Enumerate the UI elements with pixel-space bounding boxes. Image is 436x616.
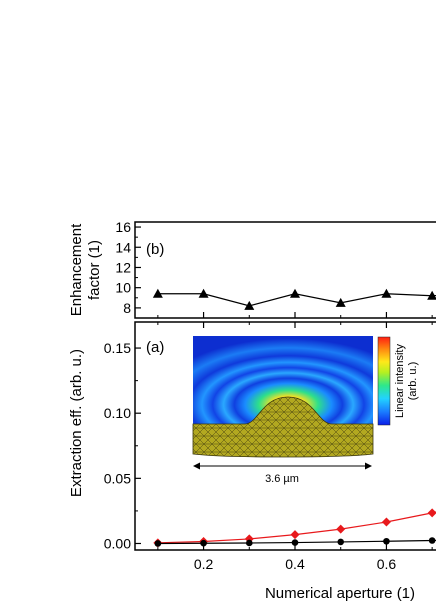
data-point-triangle xyxy=(152,288,163,298)
y-tick-label: 0.05 xyxy=(104,470,131,486)
data-point-diamond xyxy=(290,530,300,540)
scale-bar-arrow-right xyxy=(365,462,372,470)
y-tick-label: 12 xyxy=(115,259,131,275)
x-tick-label: 0.2 xyxy=(194,556,214,572)
y-tick-label: 16 xyxy=(115,219,131,235)
panel-b: 8 10 12 14 16 (b) Enhancement factor (1) xyxy=(68,219,436,319)
data-point-triangle xyxy=(427,290,436,300)
x-tick-label: 0.4 xyxy=(285,556,305,572)
x-tick-label: 0.6 xyxy=(377,556,397,572)
y-tick-label: 14 xyxy=(115,239,131,255)
series-line xyxy=(157,293,436,307)
panel-a-series xyxy=(153,508,436,548)
data-point-circle xyxy=(200,539,207,547)
series-line xyxy=(157,511,436,544)
y-tick-label: 0.15 xyxy=(104,340,131,356)
colorbar xyxy=(377,336,391,426)
panel-a-label: (a) xyxy=(146,339,164,356)
panel-b-y-tick-labels: 8 10 12 14 16 xyxy=(115,219,131,316)
data-point-diamond xyxy=(427,508,436,518)
data-point-circle xyxy=(428,537,436,544)
scale-bar-arrow-left xyxy=(193,462,200,470)
x-axis-label: Numerical aperture (1) xyxy=(265,585,415,602)
y-tick-label: 0.10 xyxy=(104,405,131,421)
colorbar-label-line2: (arb. u.) xyxy=(407,362,419,401)
data-point-diamond xyxy=(336,524,346,534)
x-tick-labels: 0.2 0.4 0.6 xyxy=(194,556,397,572)
panel-b-series xyxy=(152,288,436,310)
inset-mesa-structure xyxy=(192,396,374,458)
colorbar-label-line1: Linear intensity xyxy=(394,344,406,418)
panel-b-ylabel-line2: factor (1) xyxy=(86,240,103,300)
panel-b-ylabel-line1: Enhancement xyxy=(68,223,85,316)
data-point-circle xyxy=(154,540,162,547)
data-point-triangle xyxy=(335,297,346,307)
data-point-diamond xyxy=(381,517,391,527)
panel-a-y-ticks xyxy=(135,347,141,545)
series-line xyxy=(157,539,436,545)
data-point-circle xyxy=(245,539,253,547)
data-point-triangle xyxy=(290,288,300,298)
panel-a-ylabel: Extraction eff. (arb. u.) xyxy=(68,349,85,497)
y-tick-label: 8 xyxy=(123,300,131,316)
panel-a-y-tick-labels: 0.00 0.05 0.10 0.15 xyxy=(104,340,131,551)
data-point-triangle xyxy=(244,300,255,310)
panel-b-label: (b) xyxy=(146,241,164,258)
panel-a: 0.00 0.05 0.10 0.15 0.2 0.4 0.6 (a) Extractio… xyxy=(68,312,436,602)
y-tick-label: 0.00 xyxy=(104,535,131,551)
data-point-circle xyxy=(291,539,299,546)
data-point-circle xyxy=(383,537,390,545)
data-point-circle xyxy=(337,538,345,546)
inset-field-map: Linear intensity (arb. u.) 3.6 µm xyxy=(192,336,419,485)
data-point-triangle xyxy=(198,288,209,298)
data-point-triangle xyxy=(381,288,392,298)
panel-b-y-ticks xyxy=(135,226,141,309)
panel-b-frame xyxy=(134,221,436,319)
scale-bar-label: 3.6 µm xyxy=(265,473,299,485)
y-tick-label: 10 xyxy=(115,280,131,296)
